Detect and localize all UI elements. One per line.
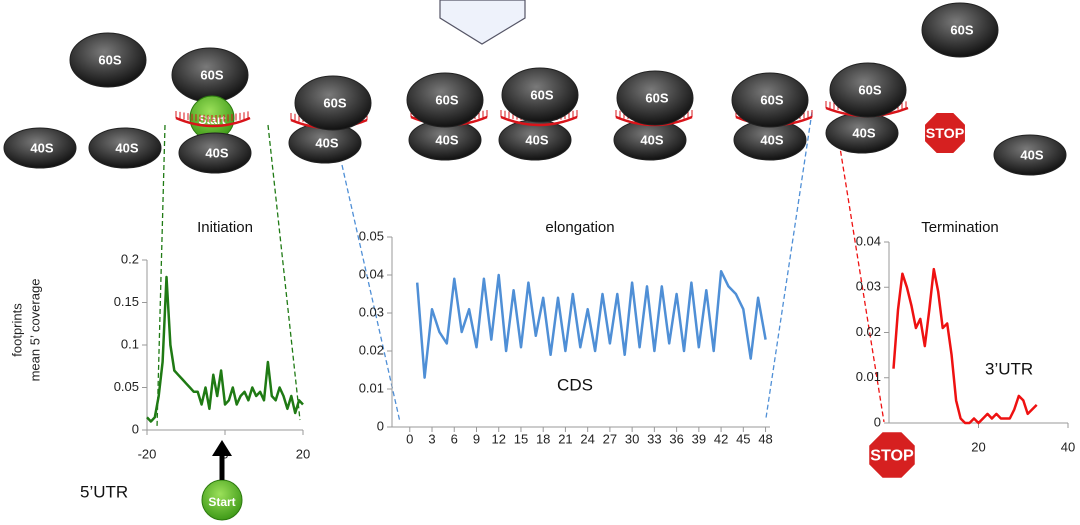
subunit-label: 40S bbox=[30, 140, 53, 155]
subunit-label: 60S bbox=[858, 82, 881, 97]
x-tick-label: 12 bbox=[491, 431, 505, 446]
guide-lines bbox=[156, 111, 885, 429]
x-tick-label: -20 bbox=[138, 446, 157, 461]
large-subunit bbox=[69, 32, 147, 88]
ribosomes: 60S 40S 40S 60S Start 40S 40S 60S 40S 60S 40S 60S 40… bbox=[3, 2, 1067, 521]
x-tick-label: 45 bbox=[736, 431, 750, 446]
y-axis-label: mean 5’ coverage bbox=[27, 279, 42, 382]
y-tick-label: 0 bbox=[874, 414, 881, 429]
subunit-label: 40S bbox=[315, 135, 338, 150]
y-tick-label: 0.2 bbox=[121, 251, 139, 266]
subunit-label: 60S bbox=[760, 92, 783, 107]
y-tick-label: 0.01 bbox=[359, 380, 384, 395]
y-tick-label: 0 bbox=[132, 421, 139, 436]
large-subunit bbox=[921, 2, 999, 58]
top-arrow bbox=[439, 0, 526, 45]
chart-title: Initiation bbox=[197, 219, 253, 236]
x-tick-label: 21 bbox=[558, 431, 572, 446]
large-subunit bbox=[406, 72, 484, 128]
subunit-label: 60S bbox=[530, 87, 553, 102]
charts: Initiation 0 0.05 0.1 0.15 0.2 -20 0 20 5’UTR elon… bbox=[80, 219, 1075, 502]
x-tick-label: 24 bbox=[580, 431, 594, 446]
subunit-label: 40S bbox=[1020, 147, 1043, 162]
y-tick-label: 0.02 bbox=[359, 342, 384, 357]
x-tick-label: 36 bbox=[669, 431, 683, 446]
data-line bbox=[892, 267, 1038, 425]
x-tick-label: 18 bbox=[536, 431, 550, 446]
subunit-label: 60S bbox=[323, 95, 346, 110]
x-tick-label: 27 bbox=[603, 431, 617, 446]
y-tick-label: 0.03 bbox=[359, 304, 384, 319]
large-subunit bbox=[731, 72, 809, 128]
start-arrow-head bbox=[212, 440, 232, 456]
y-tick-label: 0.05 bbox=[359, 228, 384, 243]
small-subunit bbox=[3, 127, 77, 169]
subunit-label: 40S bbox=[760, 132, 783, 147]
subunit-label: 40S bbox=[852, 125, 875, 140]
stop-label: STOP bbox=[870, 446, 914, 464]
annotation: 5’UTR bbox=[80, 482, 128, 501]
y-tick-label: 0 bbox=[377, 418, 384, 433]
subunit-label: 40S bbox=[525, 132, 548, 147]
x-tick-label: 33 bbox=[647, 431, 661, 446]
x-tick-label: 9 bbox=[473, 431, 480, 446]
fringe-curve bbox=[500, 115, 578, 127]
subunit-label: 40S bbox=[640, 132, 663, 147]
y-tick-label: 0.02 bbox=[856, 324, 881, 339]
large-subunit bbox=[829, 62, 907, 118]
y-tick-label: 0.04 bbox=[856, 233, 881, 248]
x-tick-label: 48 bbox=[758, 431, 772, 446]
subunit-label: 60S bbox=[645, 90, 668, 105]
start-label: Start bbox=[208, 495, 235, 509]
y-tick-label: 0.05 bbox=[114, 379, 139, 394]
subunit-label: 40S bbox=[205, 145, 228, 160]
subunit-label: 40S bbox=[115, 140, 138, 155]
subunit-label: 60S bbox=[950, 22, 973, 37]
large-subunit bbox=[294, 75, 372, 131]
y-tick-label: 0.03 bbox=[856, 279, 881, 294]
subunit-label: 60S bbox=[200, 67, 223, 82]
fringe-curve bbox=[175, 116, 251, 128]
subunit-label: 60S bbox=[435, 92, 458, 107]
data-line bbox=[146, 275, 304, 423]
x-tick-label: 0 bbox=[406, 431, 413, 446]
x-tick-label: 15 bbox=[514, 431, 528, 446]
data-line bbox=[415, 269, 767, 379]
x-tick-label: 40 bbox=[1061, 439, 1075, 454]
small-subunit bbox=[178, 132, 252, 174]
small-subunit bbox=[88, 127, 162, 169]
y-tick-label: 0.15 bbox=[114, 294, 139, 309]
subunit-label: 40S bbox=[435, 132, 458, 147]
x-tick-label: 6 bbox=[451, 431, 458, 446]
y-tick-label: 0.04 bbox=[359, 266, 384, 281]
x-tick-label: 20 bbox=[971, 439, 985, 454]
stop-sign bbox=[866, 429, 918, 481]
x-tick-label: 20 bbox=[296, 446, 310, 461]
y-tick-label: 0.1 bbox=[121, 336, 139, 351]
y-tick-label: 0.01 bbox=[856, 369, 881, 384]
large-subunit bbox=[616, 70, 694, 126]
subunit-label: 60S bbox=[98, 52, 121, 67]
stop-sign bbox=[922, 110, 968, 156]
annotation: 3’UTR bbox=[985, 359, 1033, 378]
chart-title: Termination bbox=[921, 219, 999, 236]
footprint-fringe bbox=[175, 111, 251, 128]
x-tick-label: 42 bbox=[714, 431, 728, 446]
x-tick-label: 39 bbox=[692, 431, 706, 446]
y-axis-label: footprints bbox=[9, 303, 24, 357]
small-subunit bbox=[993, 134, 1067, 176]
x-tick-label: 3 bbox=[428, 431, 435, 446]
chart-title: elongation bbox=[545, 219, 614, 236]
annotation: CDS bbox=[557, 375, 593, 394]
large-subunit bbox=[501, 67, 579, 123]
x-tick-label: 30 bbox=[625, 431, 639, 446]
stop-label: STOP bbox=[926, 126, 965, 142]
